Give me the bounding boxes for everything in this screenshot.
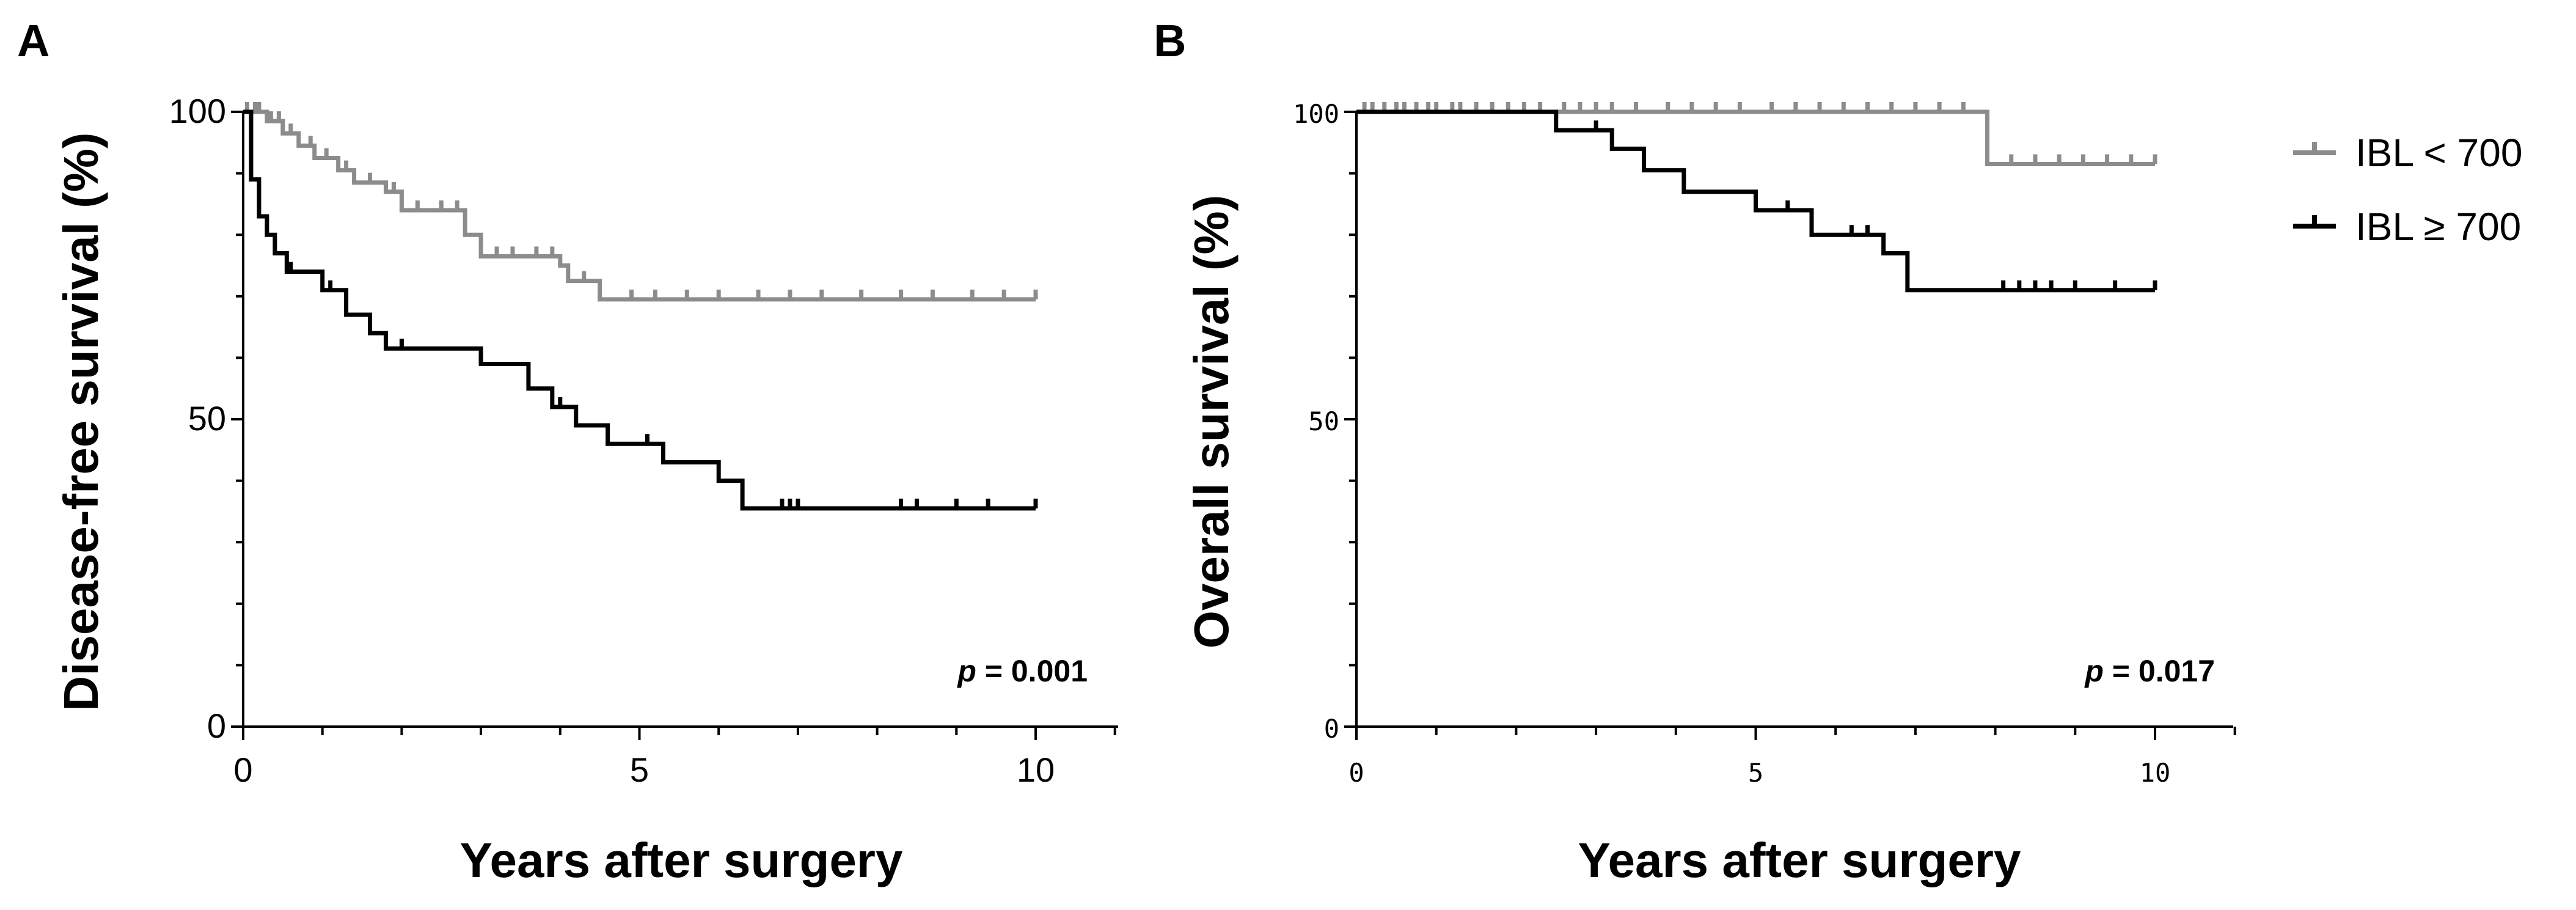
panel-a-y-tick-label: 100 [169,92,226,130]
panel-a-x-tick-label: 10 [1017,750,1055,789]
panel-a-curve-ibl-high [243,109,1036,511]
panel-b-curve-ibl-high [1356,109,2155,293]
panel-b-x-tick-label: 0 [1348,758,1364,788]
panel-a-p-value: p = 0.001 [956,654,1088,688]
panel-b-x-tick-label: 10 [2140,758,2171,788]
legend-item-ibl-low: IBL < 700 [2293,131,2522,175]
panel-a-y-tick-label: 50 [188,399,226,438]
panel-a-p-number: = 0.001 [976,654,1088,688]
panel-b-x-axis-title: Years after surgery [1578,833,2021,887]
panel-a-y-axis-title: Disease-free survival (%) [54,132,108,711]
panel-a-x-tick-label: 5 [630,750,649,789]
panel-b-p-value: p = 0.017 [2084,654,2215,688]
panel-a-y-tick-label: 0 [207,706,226,745]
panel-a-curve-ibl-low [243,109,1036,302]
panel-b-p-label: p [2084,654,2104,688]
panel-b: Overall survival (%) Years after surgery… [1184,99,2236,887]
panel-a-letter: A [17,15,49,66]
panel-a-x-axis-title: Years after surgery [460,833,903,887]
panel-b-y-tick-label: 0 [1324,714,1339,744]
panel-b-p-number: = 0.017 [2104,654,2215,688]
legend-item-ibl-high: IBL ≥ 700 [2293,205,2521,249]
panel-b-y-tick-label: 50 [1308,406,1339,436]
panel-b-x-tick-label: 5 [1748,758,1763,788]
legend-label-ibl-low: IBL < 700 [2355,131,2522,175]
panel-b-letter: B [1154,15,1186,66]
legend-label-ibl-high: IBL ≥ 700 [2355,205,2521,249]
panel-a-x-tick-label: 0 [233,750,252,789]
legend: IBL < 700 IBL ≥ 700 [2293,131,2522,249]
panel-b-y-tick-label: 100 [1293,99,1339,129]
panel-a: Disease-free survival (%) Years after su… [54,92,1118,887]
panel-b-y-axis-title: Overall survival (%) [1184,195,1239,649]
panel-b-curve-ibl-low [1356,109,2155,167]
panel-a-p-label: p [956,654,976,688]
